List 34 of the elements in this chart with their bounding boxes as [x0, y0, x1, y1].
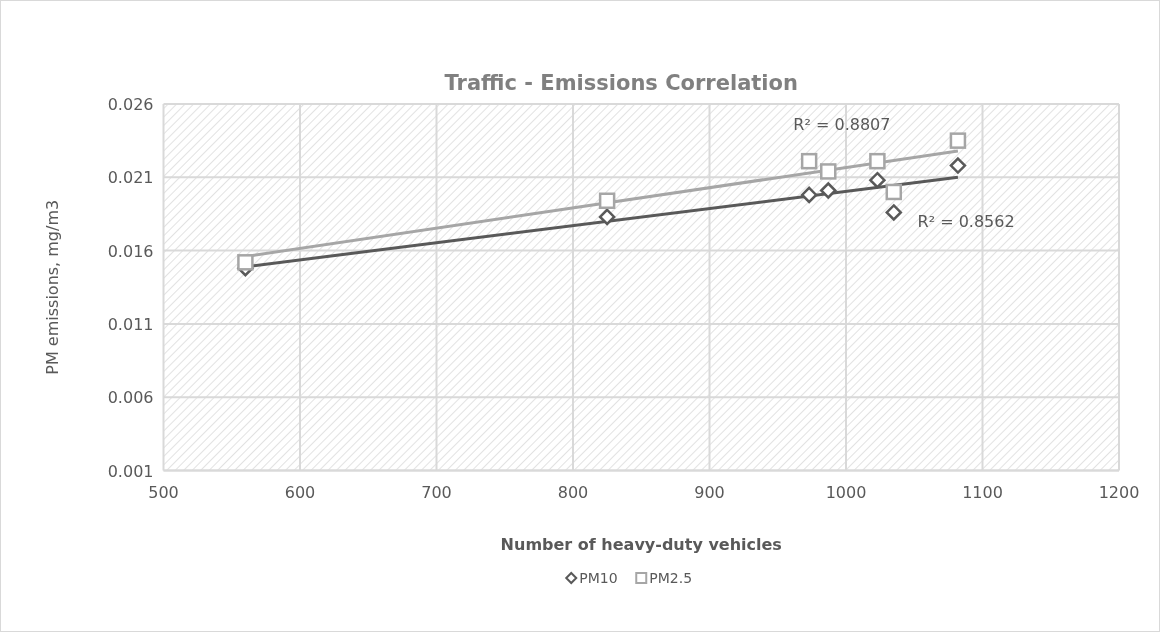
annotation: R² = 0.8807 [793, 114, 891, 134]
annotation: R² = 0.8562 [917, 211, 1015, 231]
point [820, 182, 837, 199]
x-tick-label: 1200 [1098, 482, 1140, 502]
y-tick-label: 0.011 [107, 314, 154, 334]
point [598, 192, 616, 210]
point [820, 163, 837, 180]
y-tick-label: 0.006 [107, 388, 154, 408]
y-tick-label: 0.021 [107, 168, 154, 188]
point [869, 152, 886, 170]
chart-title: Traffic - Emissions Correlation [444, 71, 798, 95]
point [800, 186, 818, 204]
x-axis-title: Number of heavy-duty vehicles [500, 535, 782, 554]
x-tick-label: 500 [148, 482, 179, 502]
point [949, 157, 967, 174]
point [885, 183, 903, 201]
legend-label: PM10 [579, 570, 618, 586]
point [800, 152, 818, 170]
y-tick-label: 0.001 [107, 461, 154, 481]
x-tick-label: 900 [694, 482, 725, 502]
legend-label: PM2.5 [649, 570, 693, 586]
x-tick-label: 600 [284, 482, 316, 502]
x-tick-label: 1100 [962, 482, 1003, 502]
y-tick-label: 0.026 [107, 95, 154, 114]
x-tick-label: 700 [421, 482, 452, 502]
point [237, 254, 254, 271]
y-axis-title: PM emissions, mg/m3 [43, 199, 62, 375]
point [869, 171, 886, 189]
x-tick-label: 800 [557, 482, 589, 502]
y-tick-label: 0.016 [107, 241, 154, 261]
point [885, 204, 903, 221]
x-tick-label: 1000 [825, 482, 867, 502]
point [949, 132, 967, 149]
point [598, 208, 616, 226]
